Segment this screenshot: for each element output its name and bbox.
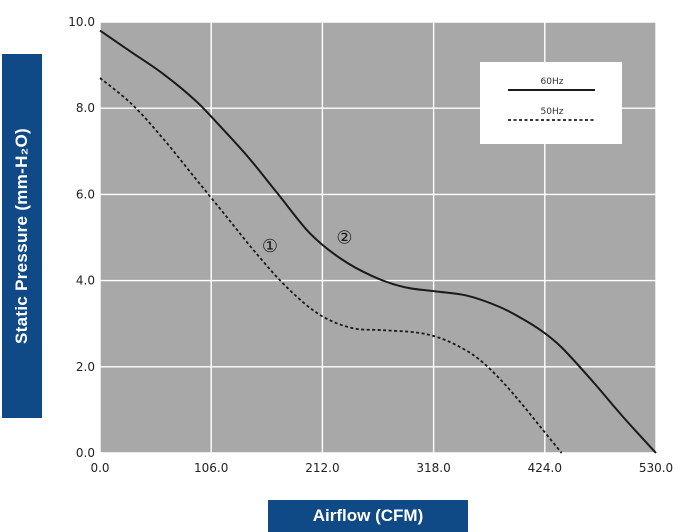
- curve-annotation-1: ①: [262, 236, 278, 257]
- static-pressure-chart: 0.0 106.0 212.0 318.0 424.0 530.0 0.0 2.0 4.0 6.…: [68, 15, 673, 475]
- y-tick-label: 8.0: [76, 101, 95, 115]
- x-tick-label: 0.0: [90, 461, 109, 475]
- legend-label-60hz: 60Hz: [541, 77, 564, 87]
- y-tick-label: 2.0: [76, 360, 95, 374]
- x-tick-label: 530.0: [639, 461, 673, 475]
- series-line-60hz: [99, 29, 657, 454]
- x-tick-label: 106.0: [194, 461, 228, 475]
- y-tick-label: 6.0: [76, 187, 95, 201]
- x-tick-labels: 0.0 106.0 212.0 318.0 424.0 530.0: [90, 461, 673, 475]
- y-axis-label-box: [2, 54, 42, 418]
- x-tick-label: 318.0: [416, 461, 450, 475]
- y-tick-label: 10.0: [68, 15, 95, 29]
- series-lines: [99, 29, 657, 454]
- legend-box: [480, 62, 622, 144]
- x-tick-label: 212.0: [305, 461, 339, 475]
- curve-annotation-2: ②: [336, 228, 352, 249]
- x-tick-label: 424.0: [528, 461, 562, 475]
- y-tick-label: 0.0: [76, 446, 95, 460]
- x-axis-label: Airflow (CFM): [268, 500, 468, 532]
- legend: 60Hz 50Hz: [480, 62, 622, 144]
- series-line-50hz: [99, 77, 563, 454]
- legend-label-50hz: 50Hz: [541, 107, 564, 117]
- y-tick-label: 4.0: [76, 274, 95, 288]
- y-tick-labels: 0.0 2.0 4.0 6.0 8.0 10.0: [68, 15, 95, 460]
